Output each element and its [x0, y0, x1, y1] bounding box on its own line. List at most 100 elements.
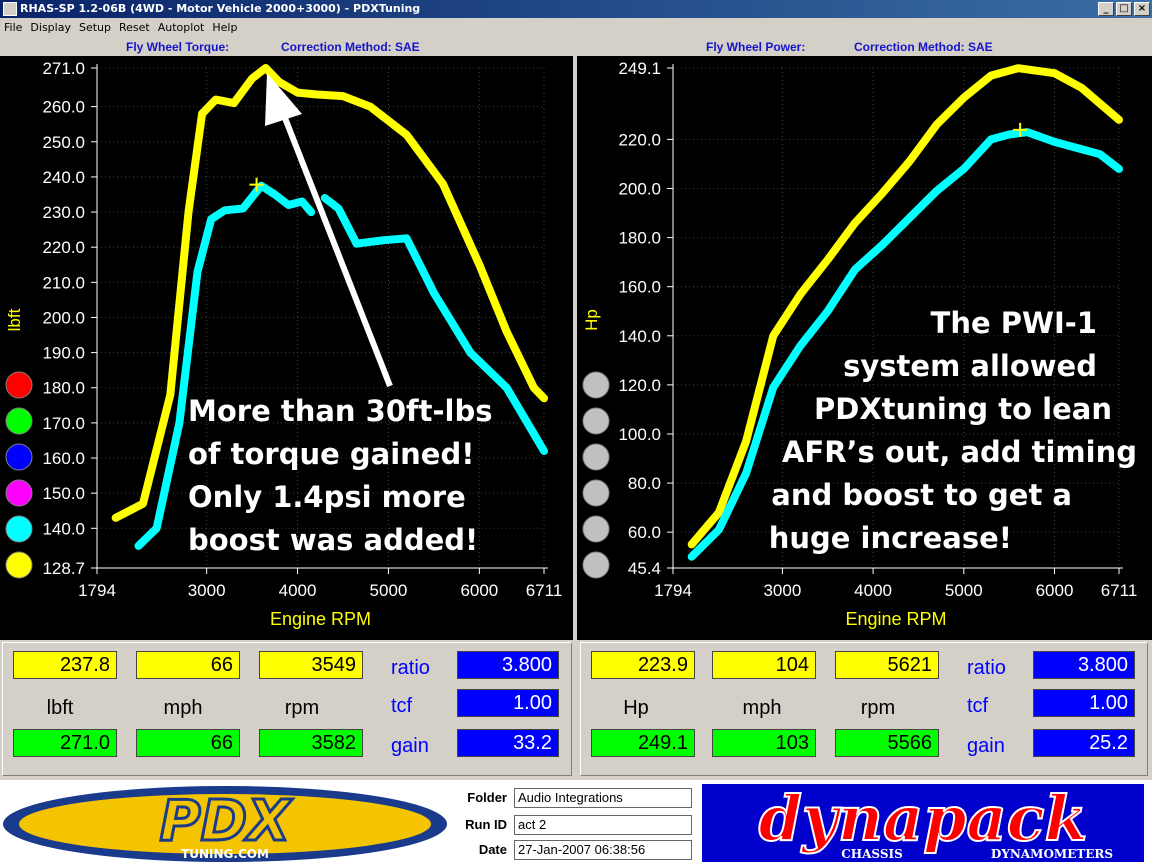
speed-current-value: 104 — [712, 651, 816, 679]
tcf-value: 1.00 — [1033, 689, 1135, 717]
power-current-value: 223.9 — [591, 651, 695, 679]
window-title: RHAS-SP 1.2-06B (4WD - Motor Vehicle 200… — [20, 2, 421, 15]
dynapack-logo-art: dynapack CHASSIS DYNAMOMETERS — [702, 784, 1144, 862]
legend-dot — [582, 443, 610, 471]
series-line-before — [134, 181, 548, 550]
legend-dot — [5, 515, 33, 543]
power-readout-panel: 223.9 104 5621 Hp mph rpm 249.1 103 5566… — [580, 642, 1148, 776]
y-tick-label: 128.7 — [42, 559, 85, 578]
torque-peak-value: 271.0 — [13, 729, 117, 757]
x-tick-label: 4000 — [854, 581, 892, 600]
maximize-button[interactable]: □ — [1116, 2, 1132, 16]
gain-label: gain — [391, 735, 429, 757]
y-tick-label: 220.0 — [42, 238, 85, 257]
title-bar[interactable]: RHAS-SP 1.2-06B (4WD - Motor Vehicle 200… — [0, 0, 1152, 18]
legend-dot — [582, 551, 610, 579]
torque-readout-panel: 237.8 66 3549 lbft mph rpm 271.0 66 3582… — [2, 642, 572, 776]
annotation-arrow — [282, 116, 393, 388]
torque-annotation-line: Only 1.4psi more — [188, 480, 466, 514]
date-label: Date — [478, 842, 507, 857]
date-field[interactable]: 27-Jan-2007 06:38:56 — [514, 840, 692, 860]
menu-setup[interactable]: Setup — [78, 21, 111, 34]
y-tick-label: 45.4 — [628, 559, 661, 578]
y-tick-label: 170.0 — [42, 414, 85, 433]
pdx-logo-text: PDX — [160, 789, 294, 854]
torque-annotation-line: More than 30ft-lbs — [188, 394, 493, 428]
run-id-field[interactable]: act 2 — [514, 815, 692, 835]
unit-label: mph — [163, 697, 203, 719]
menu-reset[interactable]: Reset — [119, 21, 150, 34]
speed-peak-value: 66 — [136, 729, 240, 757]
legend-dot — [5, 479, 33, 507]
folder-field[interactable]: Audio Integrations — [514, 788, 692, 808]
dynapack-logo: dynapack CHASSIS DYNAMOMETERS — [702, 784, 1144, 862]
ratio-label: ratio — [967, 657, 1006, 679]
unit-label: rpm — [860, 697, 896, 719]
x-tick-label: 6711 — [526, 581, 563, 600]
x-tick-label: 5000 — [370, 581, 408, 600]
x-tick-label: 6000 — [460, 581, 498, 600]
torque-annotation-line: of torque gained! — [188, 437, 475, 471]
power-header-method: Correction Method: SAE — [854, 40, 993, 54]
unit-label: Hp — [623, 697, 649, 719]
legend-dot — [582, 371, 610, 399]
series-line-after — [111, 64, 548, 522]
x-axis-label: Engine RPM — [270, 609, 371, 629]
y-tick-label: 190.0 — [42, 344, 85, 363]
menu-help[interactable]: Help — [212, 21, 238, 34]
power-peak-value: 249.1 — [591, 729, 695, 757]
unit-label: mph — [742, 697, 782, 719]
ratio-value: 3.800 — [1033, 651, 1135, 679]
x-tick-label: 3000 — [763, 581, 801, 600]
y-tick-label: 100.0 — [618, 425, 661, 444]
y-tick-label: 140.0 — [618, 327, 661, 346]
x-tick-label: 4000 — [279, 581, 317, 600]
y-tick-label: 60.0 — [628, 523, 661, 542]
x-axis-label: Engine RPM — [845, 609, 946, 629]
torque-chart-panel: 271.0 260.0 250.0 240.0 230.0 220.0 210.0 200.0… — [0, 56, 573, 640]
gain-value: 25.2 — [1033, 729, 1135, 757]
dynapack-logo-text: dynapack — [759, 784, 1088, 855]
torque-header-title: Fly Wheel Torque: — [126, 40, 230, 54]
y-tick-label: 140.0 — [42, 519, 85, 538]
y-tick-label: 260.0 — [42, 98, 85, 117]
y-tick-label: 80.0 — [628, 474, 661, 493]
series-line-before — [687, 128, 1123, 561]
unit-label: lbft — [46, 697, 74, 719]
annotation-arrowhead — [265, 73, 302, 126]
y-tick-label: 250.0 — [42, 133, 85, 152]
run-info-strip: PDX TUNING.COM Folder Audio Integrations… — [0, 780, 1152, 864]
y-tick-label: 200.0 — [618, 180, 661, 199]
ratio-value: 3.800 — [457, 651, 559, 679]
close-button[interactable]: × — [1134, 2, 1150, 16]
speed-peak-value: 103 — [712, 729, 816, 757]
legend-dot — [5, 443, 33, 471]
y-tick-label: 160.0 — [618, 278, 661, 297]
power-header-title: Fly Wheel Power: — [706, 40, 806, 54]
y-tick-label: 240.0 — [42, 168, 85, 187]
y-tick-label: 180.0 — [42, 379, 85, 398]
series-line-after — [687, 64, 1123, 549]
x-tick-label: 6000 — [1036, 581, 1074, 600]
legend-dot — [5, 551, 33, 579]
tcf-value: 1.00 — [457, 689, 559, 717]
menu-file[interactable]: File — [4, 21, 23, 34]
y-axis-label: Hp — [582, 309, 601, 331]
legend-dot — [582, 479, 610, 507]
rpm-peak-value: 3582 — [259, 729, 363, 757]
menu-display[interactable]: Display — [30, 21, 71, 34]
legend-dot — [5, 407, 33, 435]
minimize-button[interactable]: _ — [1098, 2, 1114, 16]
rpm-current-value: 5621 — [835, 651, 939, 679]
torque-header: Fly Wheel Torque: Correction Method: SAE — [0, 38, 575, 56]
y-tick-label: 150.0 — [42, 484, 85, 503]
dynapack-logo-subtext: CHASSIS — [841, 847, 903, 861]
gain-label: gain — [967, 735, 1005, 757]
pdx-tuning-logo: PDX TUNING.COM — [3, 786, 447, 862]
y-tick-label: 210.0 — [42, 273, 85, 292]
menu-autoplot[interactable]: Autoplot — [157, 21, 205, 34]
power-annotation-line: PDXtuning to lean — [814, 392, 1112, 426]
y-tick-label: 271.0 — [42, 59, 85, 78]
app-icon — [3, 2, 17, 16]
logo-ring-inner — [19, 794, 431, 854]
